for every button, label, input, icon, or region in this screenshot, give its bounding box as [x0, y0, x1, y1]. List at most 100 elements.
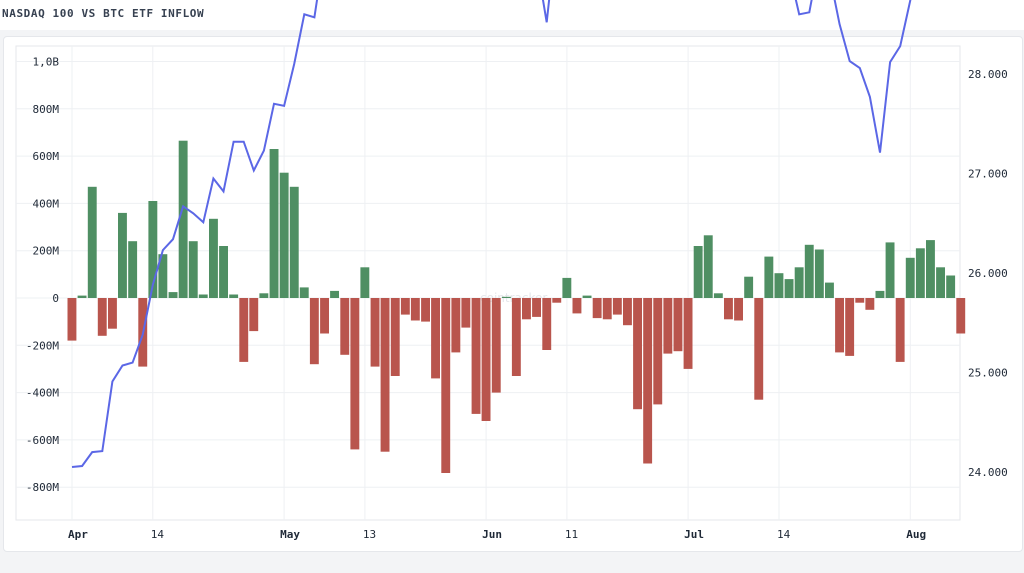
flow-bar — [804, 244, 814, 298]
flow-bar — [784, 279, 794, 298]
flow-bar — [522, 298, 531, 320]
flow-bar — [128, 241, 138, 298]
flow-bar — [754, 298, 764, 400]
flow-bar — [198, 294, 208, 298]
flow-bar — [683, 298, 693, 369]
flow-bar — [481, 298, 491, 421]
flow-bar — [269, 149, 279, 298]
flow-bar — [724, 298, 733, 320]
flow-bar — [926, 240, 935, 298]
flow-bar — [451, 298, 461, 353]
flow-bar — [421, 298, 430, 322]
flow-bar — [299, 287, 309, 298]
flow-bar — [219, 246, 228, 298]
nasdaq-line — [71, 0, 912, 468]
flow-bar — [602, 298, 612, 320]
flow-bar — [895, 298, 905, 362]
flow-bar — [946, 275, 956, 298]
flow-bar — [309, 298, 319, 365]
flow-bar — [825, 282, 834, 298]
flow-bar — [885, 242, 895, 298]
flow-bar — [360, 267, 370, 298]
x-tick-label: 13 — [363, 528, 376, 541]
chart-title: NASDAQ 100 VS BTC ETF INFLOW — [2, 7, 205, 20]
flow-bar — [865, 298, 875, 310]
flow-bar — [673, 298, 683, 352]
left-tick-label: 600M — [33, 150, 60, 163]
left-tick-label: 400M — [33, 197, 60, 210]
flow-bar — [713, 293, 723, 298]
left-tick-label: 800M — [33, 103, 60, 116]
flow-bar — [663, 298, 673, 354]
flow-bar — [350, 298, 360, 450]
flow-bar — [623, 298, 632, 326]
flow-bar — [915, 248, 925, 298]
flow-bar — [340, 298, 350, 355]
flow-bar — [643, 298, 653, 464]
flow-bar — [431, 298, 440, 379]
header-bar: NASDAQ 100 VS BTC ETF INFLOW — [0, 0, 1024, 30]
flow-bar — [118, 212, 127, 298]
right-axis: 32.00031.00030.00029.00028.00027.00026.0… — [968, 68, 1008, 479]
left-tick-label: -200M — [26, 339, 59, 352]
flow-bar — [108, 298, 117, 329]
flow-bar — [188, 241, 198, 298]
flow-bar — [794, 267, 804, 298]
x-tick-label: 14 — [151, 528, 165, 541]
flow-bar — [289, 186, 299, 298]
right-tick-label: 25.000 — [968, 367, 1008, 380]
flow-bar — [380, 298, 390, 452]
flow-bar — [178, 140, 188, 298]
flow-bar — [855, 298, 865, 303]
flow-bar — [209, 218, 218, 298]
x-axis: Apr 14 May 13 Jun 11 Jul 14 Aug — [68, 528, 926, 541]
x-tick-label: Jun — [482, 528, 502, 541]
flow-bar — [249, 298, 259, 332]
flow-bar — [592, 298, 602, 319]
left-tick-label: 0 — [52, 292, 59, 305]
flow-bar — [229, 294, 239, 298]
x-tick-label: 11 — [565, 528, 578, 541]
flow-bar — [511, 298, 521, 376]
flow-bar — [330, 290, 339, 298]
flow-bar — [370, 298, 380, 367]
flow-bar — [653, 298, 663, 405]
flow-bar — [532, 298, 541, 317]
flow-bar — [441, 298, 451, 473]
flow-bar — [400, 298, 410, 315]
flow-bar — [67, 298, 77, 341]
x-tick-label: Apr — [68, 528, 88, 541]
flow-bar — [77, 295, 87, 298]
flow-bar — [774, 273, 784, 298]
flow-bar — [87, 186, 97, 298]
left-tick-label: -400M — [26, 387, 59, 400]
flow-bar — [572, 298, 582, 314]
left-tick-label: 1,0B — [33, 56, 60, 69]
x-tick-label: Aug — [906, 528, 926, 541]
flow-bar — [148, 201, 158, 298]
flow-bar — [320, 298, 329, 334]
left-axis: 1,0B 800M 600M 400M 200M 0 -200M -400M -600M -800… — [26, 56, 59, 495]
flow-bar — [956, 298, 966, 334]
flow-bar — [633, 298, 642, 410]
flow-bar — [734, 298, 743, 321]
flow-bar — [410, 298, 420, 321]
x-tick-label: 14 — [777, 528, 791, 541]
bar-series — [67, 140, 966, 473]
flow-bar — [562, 277, 572, 298]
x-tick-label: May — [280, 528, 300, 541]
right-tick-label: 24.000 — [968, 466, 1008, 479]
right-tick-label: 27.000 — [968, 168, 1008, 181]
flow-bar — [835, 298, 844, 353]
flow-bar — [703, 235, 713, 298]
flow-bar — [582, 295, 592, 298]
flow-bar — [542, 298, 552, 350]
flow-bar — [491, 298, 501, 393]
flow-bar — [905, 257, 915, 298]
flow-bar — [461, 298, 471, 328]
flow-bar — [501, 296, 511, 298]
flow-bar — [845, 298, 855, 356]
plot-frame — [15, 45, 961, 521]
flow-bar — [764, 256, 774, 298]
